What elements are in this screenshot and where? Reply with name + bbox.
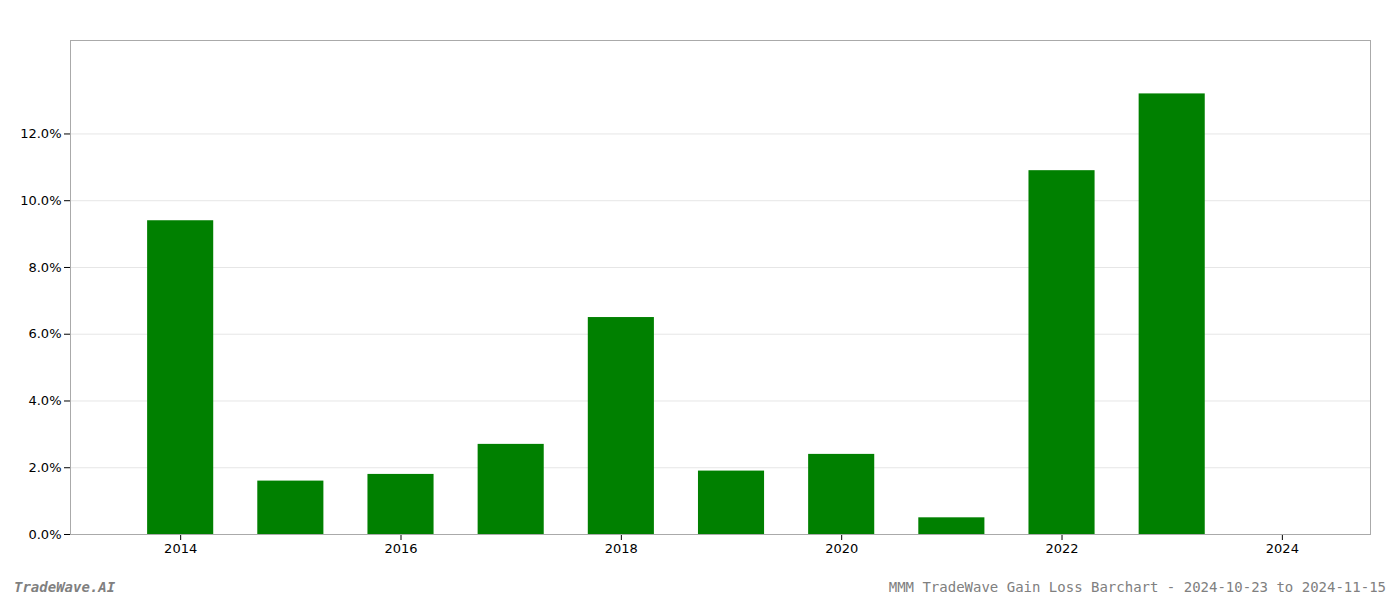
svg-text:6.0%: 6.0% [28, 326, 61, 341]
svg-text:12.0%: 12.0% [20, 126, 61, 141]
svg-text:2024: 2024 [1266, 541, 1299, 556]
svg-text:2016: 2016 [384, 541, 417, 556]
svg-text:0.0%: 0.0% [28, 527, 61, 542]
svg-text:2014: 2014 [164, 541, 197, 556]
svg-text:4.0%: 4.0% [28, 393, 61, 408]
svg-text:10.0%: 10.0% [20, 193, 61, 208]
svg-text:2020: 2020 [825, 541, 858, 556]
svg-text:8.0%: 8.0% [28, 260, 61, 275]
html-text:MMM TradeWave Gain Loss Barcha: MMM TradeWave Gain Loss Barchart - 2024-… [888, 579, 1386, 595]
svg-text:2018: 2018 [605, 541, 638, 556]
html-text:TradeWave.AI: TradeWave.AI [14, 579, 116, 595]
svg-text:2.0%: 2.0% [28, 460, 61, 475]
svg-text:2022: 2022 [1045, 541, 1078, 556]
